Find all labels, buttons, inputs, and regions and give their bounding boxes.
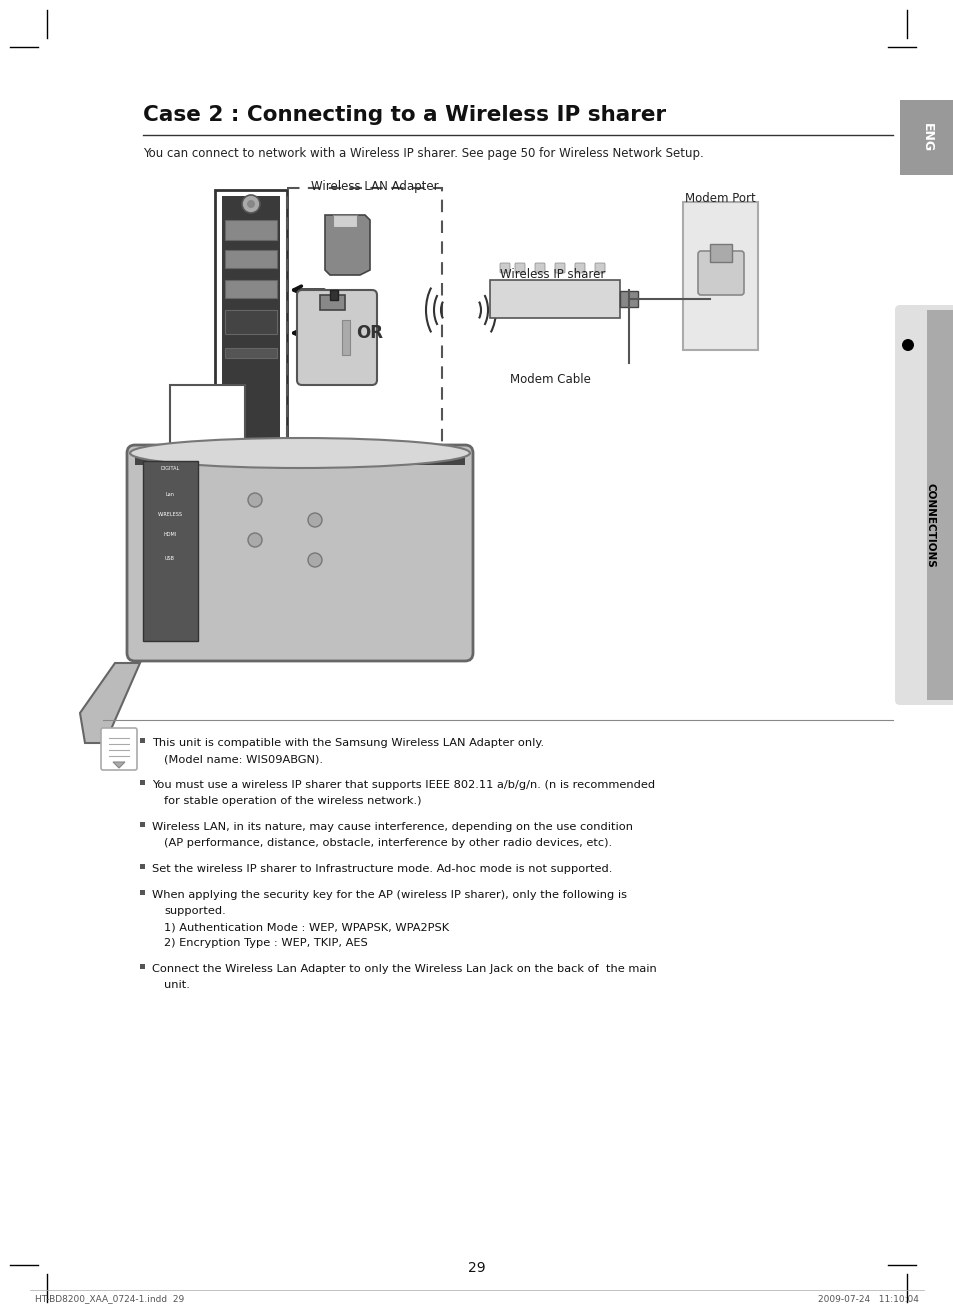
FancyBboxPatch shape <box>296 290 376 384</box>
FancyBboxPatch shape <box>535 262 544 273</box>
FancyBboxPatch shape <box>222 195 280 479</box>
Text: ENG: ENG <box>920 123 933 152</box>
FancyBboxPatch shape <box>140 781 145 785</box>
Ellipse shape <box>130 438 470 468</box>
FancyBboxPatch shape <box>682 202 758 350</box>
FancyBboxPatch shape <box>140 865 145 869</box>
Circle shape <box>242 461 260 479</box>
FancyBboxPatch shape <box>214 190 287 485</box>
Text: Wireless LAN Adapter: Wireless LAN Adapter <box>311 180 437 193</box>
FancyBboxPatch shape <box>101 728 137 770</box>
FancyBboxPatch shape <box>555 262 564 273</box>
FancyBboxPatch shape <box>595 262 604 273</box>
Text: Modem Cable: Modem Cable <box>510 373 590 386</box>
Text: This unit is compatible with the Samsung Wireless LAN Adapter only.: This unit is compatible with the Samsung… <box>152 737 543 748</box>
Polygon shape <box>112 762 125 768</box>
Text: Set the wireless IP sharer to Infrastructure mode. Ad-hoc mode is not supported.: Set the wireless IP sharer to Infrastruc… <box>152 865 612 874</box>
Text: (AP performance, distance, obstacle, interference by other radio devices, etc).: (AP performance, distance, obstacle, int… <box>164 838 612 848</box>
Text: HDMI: HDMI <box>163 533 176 538</box>
FancyBboxPatch shape <box>330 290 337 300</box>
FancyBboxPatch shape <box>333 215 356 227</box>
FancyBboxPatch shape <box>225 279 276 298</box>
Text: Wireless LAN, in its nature, may cause interference, depending on the use condit: Wireless LAN, in its nature, may cause i… <box>152 823 633 832</box>
FancyBboxPatch shape <box>170 384 245 470</box>
Polygon shape <box>325 215 370 276</box>
Text: 1) Authentication Mode : WEP, WPAPSK, WPA2PSK: 1) Authentication Mode : WEP, WPAPSK, WP… <box>164 922 449 932</box>
FancyBboxPatch shape <box>225 348 276 358</box>
Text: unit.: unit. <box>164 980 190 991</box>
FancyBboxPatch shape <box>143 461 198 642</box>
Circle shape <box>247 199 254 209</box>
FancyBboxPatch shape <box>698 251 743 295</box>
FancyBboxPatch shape <box>515 262 524 273</box>
FancyBboxPatch shape <box>225 310 276 335</box>
FancyBboxPatch shape <box>619 291 638 307</box>
Text: Case 2 : Connecting to a Wireless IP sharer: Case 2 : Connecting to a Wireless IP sha… <box>143 105 665 125</box>
FancyBboxPatch shape <box>225 220 276 240</box>
FancyBboxPatch shape <box>127 445 473 661</box>
FancyBboxPatch shape <box>319 295 345 310</box>
FancyBboxPatch shape <box>135 455 464 464</box>
Text: (Model name: WIS09ABGN).: (Model name: WIS09ABGN). <box>164 754 323 764</box>
Text: 2009-07-24   11:10:04: 2009-07-24 11:10:04 <box>818 1295 918 1304</box>
FancyBboxPatch shape <box>140 737 145 743</box>
FancyBboxPatch shape <box>499 262 510 273</box>
FancyBboxPatch shape <box>899 100 953 174</box>
Text: You must use a wireless IP sharer that supports IEEE 802.11 a/b/g/n. (n is recom: You must use a wireless IP sharer that s… <box>152 781 655 790</box>
Circle shape <box>248 493 262 506</box>
Circle shape <box>308 513 322 527</box>
Text: Connect the Wireless Lan Adapter to only the Wireless Lan Jack on the back of  t: Connect the Wireless Lan Adapter to only… <box>152 964 656 974</box>
Polygon shape <box>80 663 140 743</box>
Text: WIRELESS: WIRELESS <box>157 513 182 517</box>
Circle shape <box>901 338 913 352</box>
Circle shape <box>242 195 260 213</box>
FancyBboxPatch shape <box>575 262 584 273</box>
Text: 2) Encryption Type : WEP, TKIP, AES: 2) Encryption Type : WEP, TKIP, AES <box>164 938 367 949</box>
Text: Lan: Lan <box>166 492 174 497</box>
Circle shape <box>248 533 262 547</box>
Text: OR: OR <box>355 324 382 342</box>
Circle shape <box>247 466 254 474</box>
Text: supported.: supported. <box>164 907 226 916</box>
FancyBboxPatch shape <box>140 964 145 970</box>
Text: USB: USB <box>165 555 174 560</box>
FancyBboxPatch shape <box>341 320 350 356</box>
Text: Modem Port: Modem Port <box>684 192 755 205</box>
Text: You can connect to network with a Wireless IP sharer. See page 50 for Wireless N: You can connect to network with a Wirele… <box>143 147 703 160</box>
FancyBboxPatch shape <box>140 823 145 827</box>
FancyArrowPatch shape <box>294 329 324 337</box>
Text: When applying the security key for the AP (wireless IP sharer), only the followi: When applying the security key for the A… <box>152 890 626 900</box>
FancyBboxPatch shape <box>140 890 145 895</box>
FancyBboxPatch shape <box>709 244 731 262</box>
FancyArrowPatch shape <box>294 286 324 294</box>
Text: Wireless IP sharer: Wireless IP sharer <box>499 268 605 281</box>
Text: HT-BD8200_XAA_0724-1.indd  29: HT-BD8200_XAA_0724-1.indd 29 <box>35 1295 184 1304</box>
Text: CONNECTIONS: CONNECTIONS <box>925 483 935 567</box>
FancyBboxPatch shape <box>926 310 953 701</box>
FancyBboxPatch shape <box>894 304 953 705</box>
Text: for stable operation of the wireless network.): for stable operation of the wireless net… <box>164 796 421 806</box>
FancyBboxPatch shape <box>225 251 276 268</box>
Text: DIGITAL: DIGITAL <box>160 466 179 471</box>
FancyBboxPatch shape <box>490 279 619 318</box>
Circle shape <box>308 552 322 567</box>
Text: 29: 29 <box>468 1261 485 1275</box>
